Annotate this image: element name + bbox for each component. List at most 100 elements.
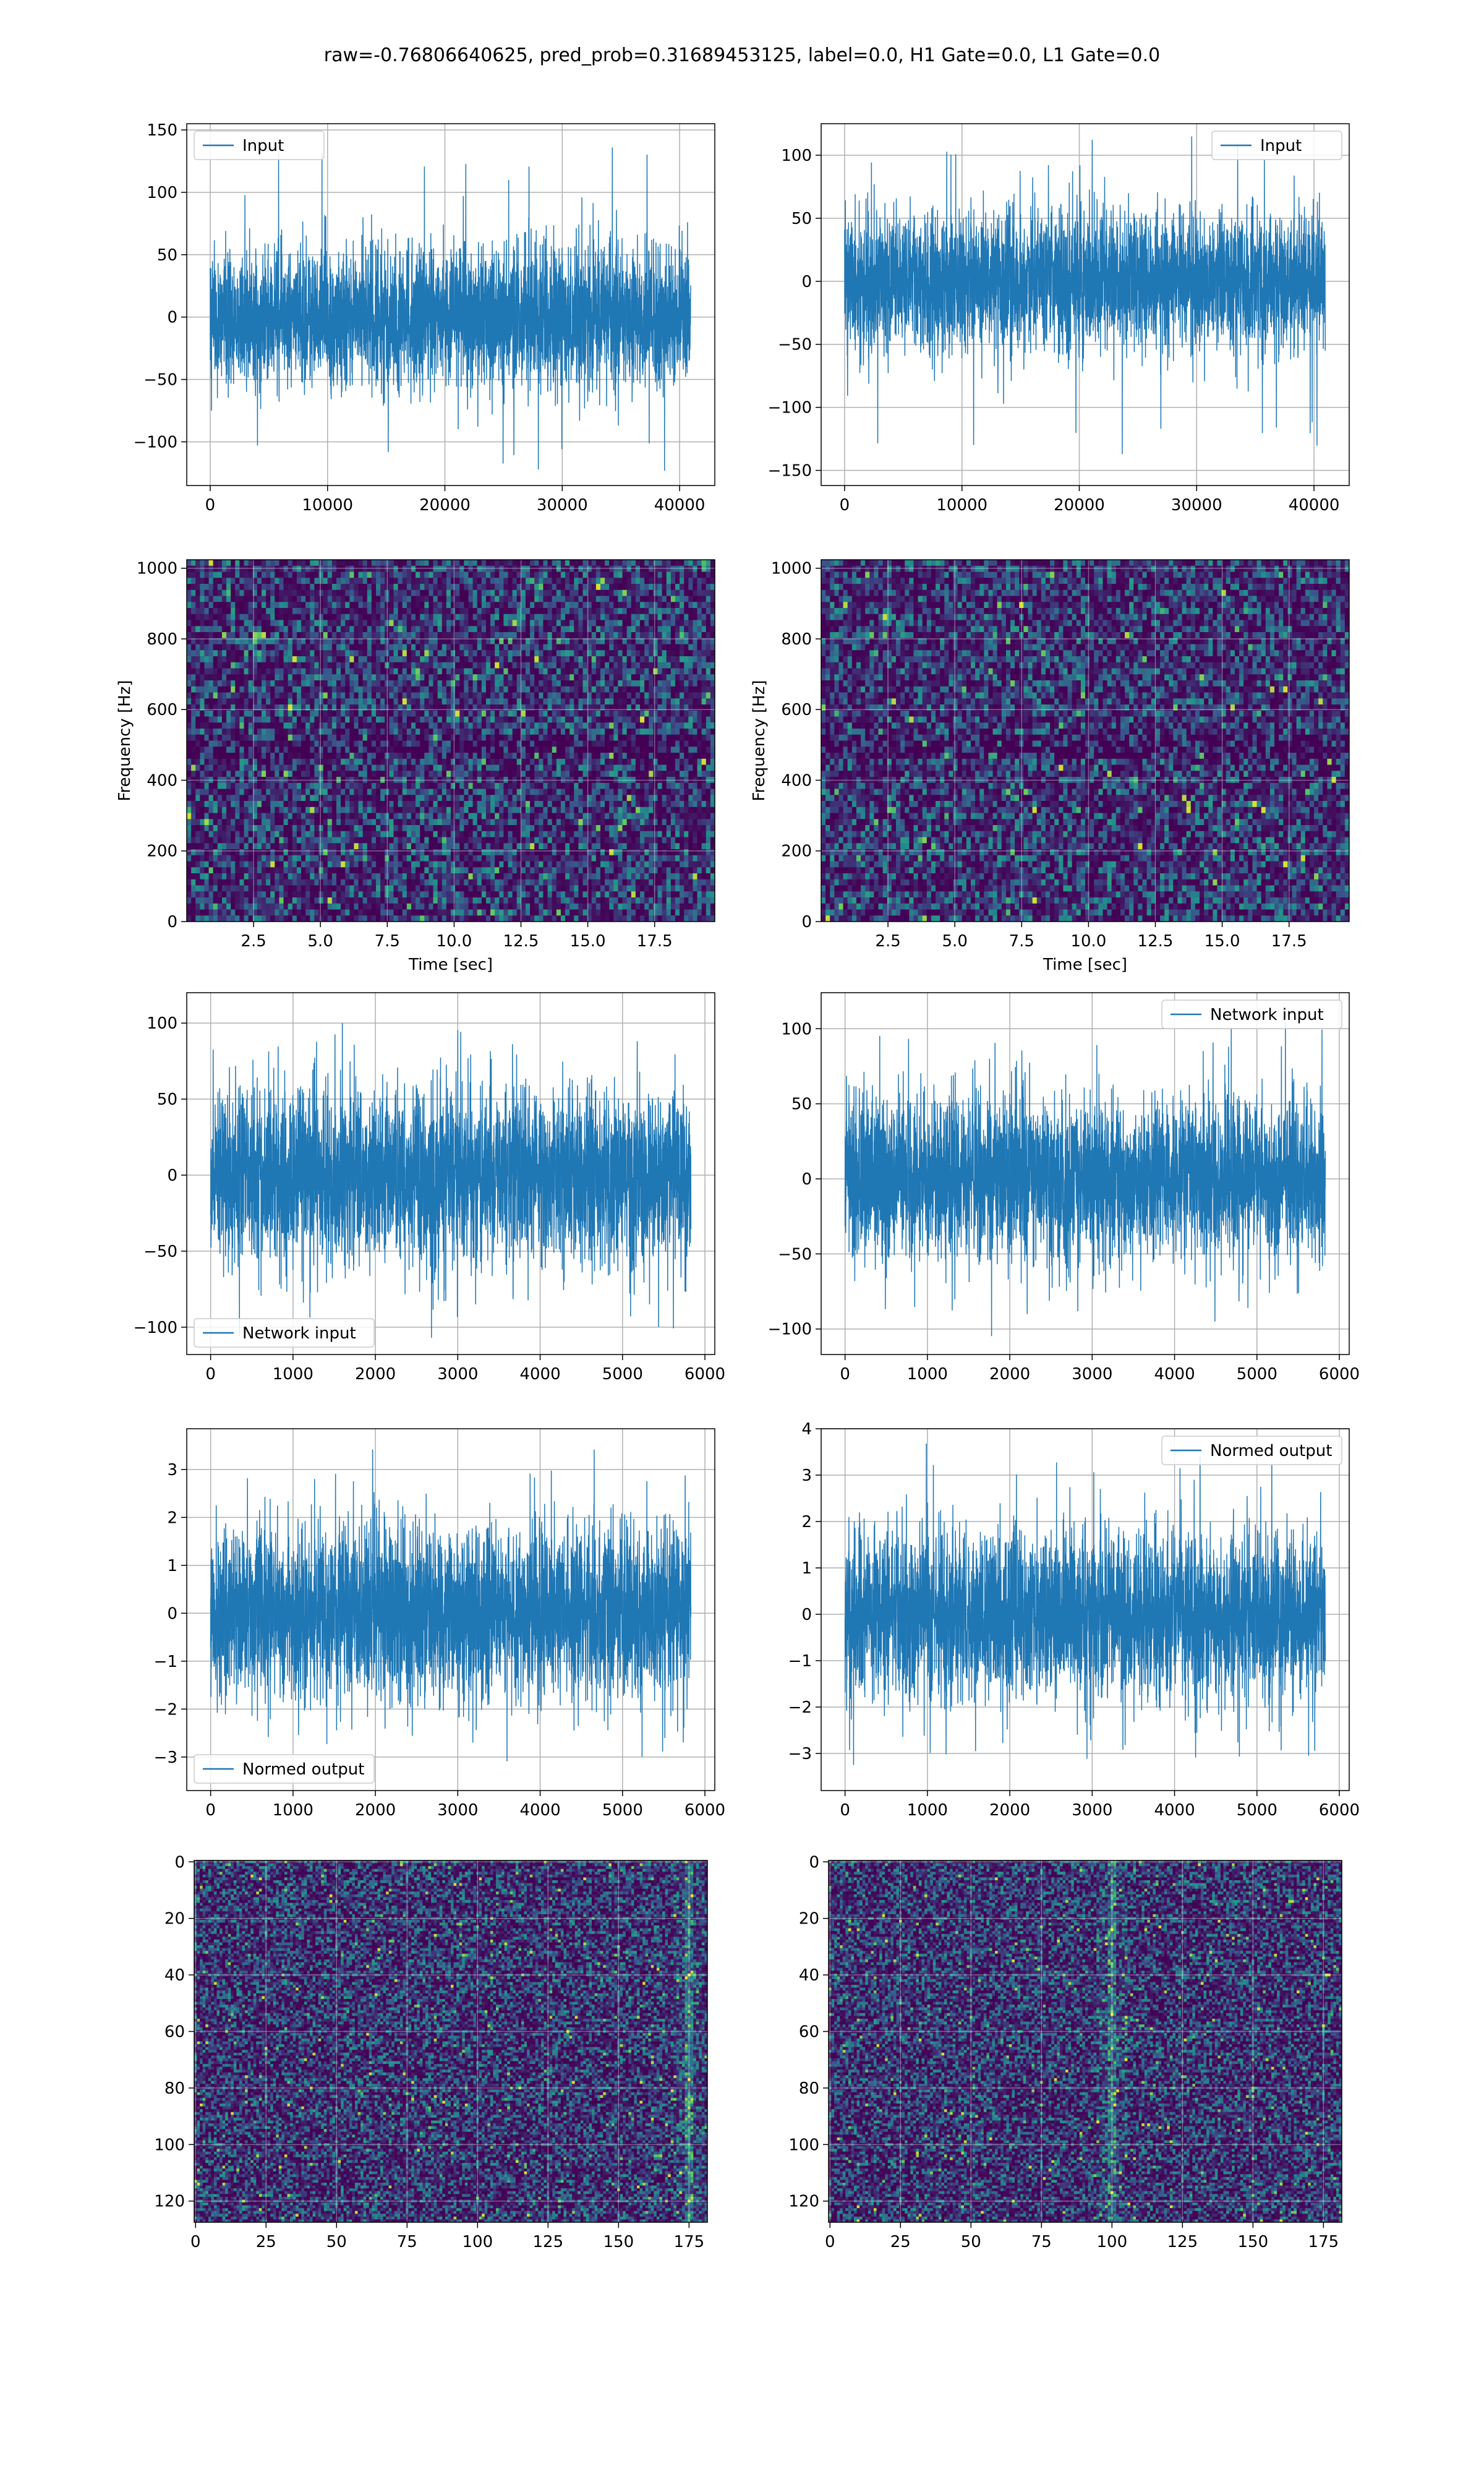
heatmap-cell [297,656,302,662]
heatmap-cell [363,644,368,651]
heatmap-cell [195,729,200,735]
heatmap-cell [376,590,381,596]
heatmap-cell [279,602,284,608]
heatmap-cell [270,650,275,656]
heatmap-cell [592,741,597,747]
heatmap-cell [675,759,680,765]
heatmap-cell [359,602,364,608]
heatmap-cell [640,747,645,753]
heatmap-cell [574,572,579,578]
heatmap-cell [543,674,548,680]
heatmap-cell [239,771,244,777]
heatmap-cell [578,644,583,651]
heatmap-cell [574,608,579,614]
heatmap-cell [284,735,289,741]
heatmap-cell [569,656,574,662]
heatmap-cell [372,795,377,801]
heatmap-cell [613,722,618,729]
heatmap-cell [464,698,469,704]
heatmap-cell [473,765,478,771]
heatmap-cell [416,656,420,662]
heatmap-cell [574,632,579,638]
heatmap-cell [222,632,227,638]
heatmap-cell [662,590,667,596]
heatmap-cell [235,735,240,741]
heatmap-cell [191,584,196,590]
heatmap-cell [592,644,597,651]
heatmap-cell [543,711,548,717]
heatmap-cell [464,674,469,680]
heatmap-cell [275,632,279,638]
heatmap-cell [314,687,319,693]
heatmap-cell [499,735,504,741]
heatmap-cell [354,644,359,651]
heatmap-cell [640,656,645,662]
heatmap-cell [556,669,561,675]
heatmap-cell [319,722,324,729]
heatmap-cell [323,644,328,651]
heatmap-cell [640,590,645,596]
heatmap-cell [407,735,412,741]
heatmap-cell [411,584,416,590]
heatmap-cell [503,596,508,602]
heatmap-cell [292,735,297,741]
heatmap-cell [451,693,456,699]
heatmap-cell [464,650,469,656]
heatmap-cell [297,783,302,789]
heatmap-cell [279,753,284,759]
heatmap-cell [657,698,662,704]
heatmap-cell [534,722,539,729]
heatmap-cell [349,566,354,572]
heatmap-cell [613,626,618,632]
heatmap-cell [521,711,526,717]
heatmap-cell [345,596,350,602]
heatmap-cell [407,741,412,747]
heatmap-cell [477,698,482,704]
heatmap-cell [292,693,297,699]
heatmap-cell [336,674,341,680]
heatmap-cell [556,572,561,578]
heatmap-cell [640,741,645,747]
heatmap-cell [662,729,667,735]
heatmap-cell [354,650,359,656]
heatmap-cell [631,789,636,795]
heatmap-cell [213,680,218,687]
heatmap-cell [213,687,218,693]
heatmap-cell [684,560,689,566]
heatmap-cell [473,698,478,704]
heatmap-cell [574,674,579,680]
heatmap-cell [376,674,381,680]
heatmap-cell [697,693,702,699]
heatmap-cell [314,656,319,662]
heatmap-cell [569,711,574,717]
heatmap-cell [697,572,702,578]
heatmap-cell [565,698,570,704]
heatmap-cell [680,722,684,729]
heatmap-cell [438,717,443,723]
heatmap-cell [301,669,306,675]
heatmap-cell [266,644,271,651]
heatmap-cell [279,650,284,656]
heatmap-cell [675,566,680,572]
heatmap-cell [499,698,504,704]
heatmap-cell [363,729,368,735]
heatmap-cell [235,560,240,566]
heatmap-cell [359,687,364,693]
heatmap-cell [288,572,293,578]
heatmap-cell [416,608,420,614]
heatmap-cell [244,687,249,693]
heatmap-cell [323,578,328,584]
heatmap-cell [323,632,328,638]
heatmap-cell [503,669,508,675]
heatmap-cell [442,789,447,795]
heatmap-cell [618,687,623,693]
heatmap-cell [477,747,482,753]
heatmap-cell [275,626,279,632]
heatmap-cell [376,795,381,801]
heatmap-cell [389,753,394,759]
heatmap-cell [662,608,667,614]
heatmap-cell [376,620,381,627]
heatmap-cell [697,626,702,632]
heatmap-cell [244,680,249,687]
heatmap-cell [266,656,271,662]
